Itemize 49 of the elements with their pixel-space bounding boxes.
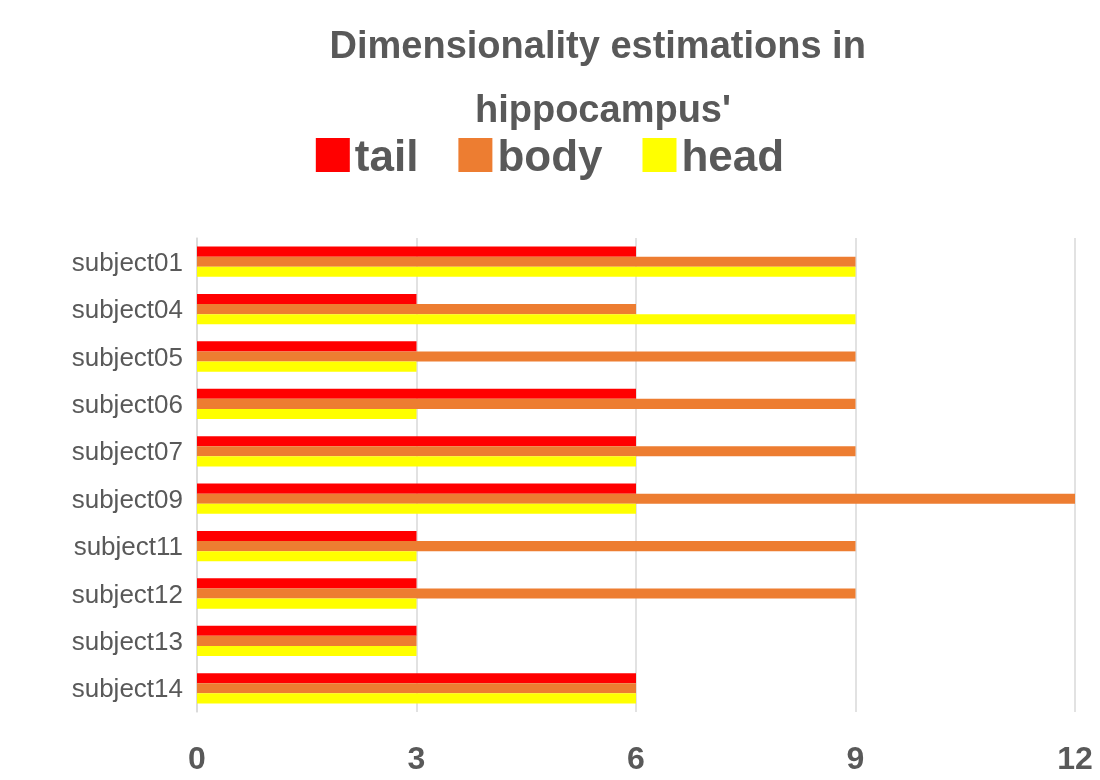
bar bbox=[197, 551, 417, 562]
y-tick-label: subject11 bbox=[73, 531, 183, 562]
bar bbox=[197, 456, 636, 467]
y-tick-label: subject07 bbox=[71, 436, 183, 467]
y-tick-label: subject06 bbox=[71, 388, 183, 419]
y-tick-label: subject04 bbox=[71, 294, 183, 325]
bar bbox=[197, 293, 417, 305]
legend-label: head bbox=[681, 130, 785, 180]
bar bbox=[197, 503, 636, 514]
bar bbox=[197, 341, 417, 352]
bar bbox=[197, 588, 856, 599]
bar bbox=[197, 361, 417, 372]
x-tick-label: 3 bbox=[407, 740, 426, 776]
bar bbox=[197, 673, 636, 684]
legend-label: tail bbox=[354, 130, 419, 180]
y-tick-label: subject09 bbox=[71, 483, 183, 514]
bar bbox=[197, 256, 856, 267]
bar bbox=[197, 541, 856, 552]
y-tick-label: subject14 bbox=[71, 673, 183, 704]
bar bbox=[197, 351, 856, 362]
bar bbox=[197, 530, 417, 542]
y-tick-label: subject12 bbox=[71, 578, 183, 609]
bar bbox=[197, 436, 636, 447]
bar bbox=[197, 388, 636, 399]
bar bbox=[197, 314, 856, 325]
x-tick-label: 6 bbox=[627, 740, 645, 776]
bar bbox=[197, 246, 636, 257]
x-tick-label: 0 bbox=[188, 740, 206, 776]
bar bbox=[197, 483, 636, 494]
y-tick-label: subject01 bbox=[71, 246, 183, 277]
bar bbox=[197, 578, 417, 589]
legend-label: body bbox=[497, 130, 604, 180]
bar bbox=[197, 493, 1075, 504]
x-tick-label: 9 bbox=[846, 740, 865, 776]
bar bbox=[197, 408, 417, 420]
bar bbox=[197, 645, 417, 657]
bar bbox=[197, 446, 856, 457]
bar bbox=[197, 598, 417, 609]
x-tick-label: 12 bbox=[1057, 740, 1093, 776]
y-tick-label: subject13 bbox=[71, 625, 183, 656]
y-tick-label: subject05 bbox=[71, 341, 183, 372]
bar bbox=[197, 398, 856, 409]
bar bbox=[197, 635, 417, 646]
bar bbox=[197, 304, 636, 315]
bar bbox=[197, 266, 856, 277]
chart-title: Dimensionality estimations in hippocampus' bbox=[329, 24, 877, 130]
bar bbox=[197, 693, 636, 704]
bar bbox=[197, 625, 417, 636]
bar bbox=[197, 683, 636, 694]
